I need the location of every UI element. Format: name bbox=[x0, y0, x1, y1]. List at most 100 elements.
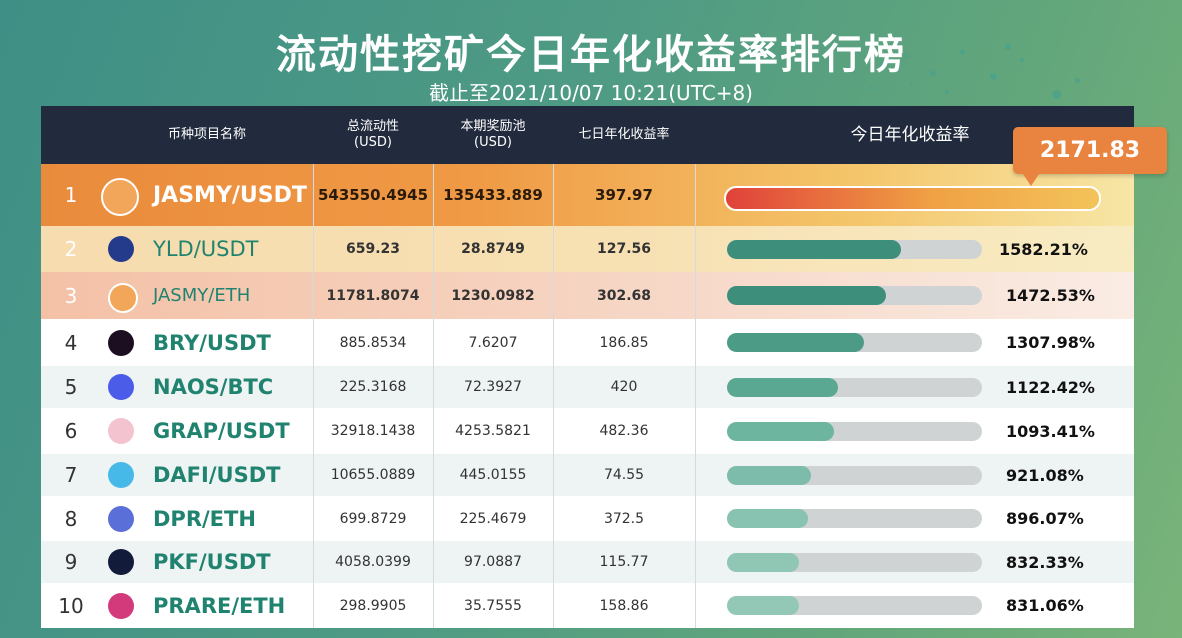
jasmy-icon bbox=[101, 178, 139, 216]
apy-bar bbox=[727, 333, 864, 352]
header-pool: 本期奖励池 (USD) bbox=[460, 119, 526, 150]
header-apy-today: 今日年化收益率 bbox=[850, 125, 970, 145]
bry-icon bbox=[108, 329, 134, 356]
pkf-icon bbox=[108, 549, 134, 575]
apy-7d: 372.5 bbox=[603, 510, 645, 527]
dpr-icon bbox=[108, 505, 134, 532]
table-row: 6 GRAP/USDT 32918.1438 4253.5821 482.36 1093.… bbox=[41, 408, 1134, 454]
apy-bar bbox=[727, 421, 834, 441]
page-subtitle: 截止至2021/10/07 10:21(UTC+8) bbox=[428, 81, 753, 105]
table-row: 9 PKF/USDT 4058.0399 97.0887 115.77 832.33% bbox=[41, 541, 1134, 583]
top-value-callout: 2171.83 bbox=[1013, 127, 1167, 186]
apy-bar bbox=[727, 552, 799, 572]
rank-number: 2 bbox=[64, 237, 78, 261]
header-name: 币种项目名称 bbox=[167, 127, 246, 142]
column-divider bbox=[695, 164, 696, 628]
total-liquidity: 699.8729 bbox=[339, 510, 407, 527]
pair-name: DAFI/USDT bbox=[153, 463, 281, 487]
prare-icon bbox=[108, 592, 134, 619]
apy-bar-track bbox=[727, 286, 982, 305]
rank-number: 5 bbox=[64, 375, 78, 399]
reward-pool: 135433.889 bbox=[443, 186, 543, 204]
dafi-icon bbox=[108, 462, 134, 488]
apy-value-label: 1472.53% bbox=[1006, 286, 1095, 305]
reward-pool: 225.4679 bbox=[459, 510, 527, 527]
reward-pool: 35.7555 bbox=[464, 597, 522, 614]
reward-pool: 28.8749 bbox=[461, 241, 525, 257]
rank-number: 6 bbox=[64, 419, 78, 443]
rank-number: 4 bbox=[64, 330, 78, 355]
pair-name: DPR/ETH bbox=[153, 506, 256, 531]
total-liquidity: 659.23 bbox=[345, 241, 401, 257]
header-apy7d: 七日年化收益率 bbox=[578, 127, 670, 142]
apy-7d: 302.68 bbox=[596, 287, 652, 304]
apy-bar-track bbox=[727, 421, 982, 441]
apy-value-label: 832.33% bbox=[1006, 552, 1084, 572]
column-divider bbox=[553, 164, 554, 628]
total-liquidity: 298.9905 bbox=[339, 597, 407, 614]
apy-bar-track bbox=[727, 239, 982, 259]
total-liquidity: 885.8534 bbox=[339, 334, 407, 351]
apy-value-label: 1122.42% bbox=[1006, 377, 1095, 397]
pair-name: JASMY/ETH bbox=[153, 285, 251, 306]
apy-bar bbox=[727, 239, 901, 259]
apy-bar-track bbox=[727, 333, 982, 352]
table-row: 1 JASMY/USDT 543550.4945 135433.889 397.97 bbox=[41, 164, 1134, 226]
page-title: 流动性挖矿今日年化收益率排行榜 bbox=[276, 32, 906, 78]
apy-bar bbox=[727, 377, 838, 397]
apy-bar bbox=[726, 187, 1099, 209]
apy-value-label: 921.08% bbox=[1006, 465, 1084, 485]
table-row: 2 YLD/USDT 659.23 28.8749 127.56 1582.21% bbox=[41, 226, 1134, 272]
apy-7d: 158.86 bbox=[599, 597, 649, 614]
pair-name: GRAP/USDT bbox=[153, 419, 290, 443]
column-divider bbox=[313, 164, 314, 628]
apy-7d: 397.97 bbox=[595, 186, 653, 204]
apy-7d: 115.77 bbox=[599, 554, 649, 570]
rank-number: 1 bbox=[64, 183, 78, 207]
total-liquidity: 543550.4945 bbox=[317, 186, 429, 204]
apy-bar-track bbox=[727, 596, 982, 615]
column-divider bbox=[433, 164, 434, 628]
apy-7d: 74.55 bbox=[603, 467, 645, 483]
rank-number: 8 bbox=[64, 506, 78, 531]
apy-bar bbox=[727, 596, 799, 615]
apy-bar-track bbox=[727, 552, 982, 572]
apy-value-label: 896.07% bbox=[1006, 509, 1084, 528]
apy-bar-track bbox=[727, 509, 982, 528]
table-row: 3 JASMY/ETH 11781.8074 1230.0982 302.68 1472.… bbox=[41, 272, 1134, 319]
total-liquidity: 225.3168 bbox=[339, 379, 407, 395]
table-row: 10 PRARE/ETH 298.9905 35.7555 158.86 831.06% bbox=[41, 583, 1134, 628]
pair-name: PRARE/ETH bbox=[153, 593, 286, 618]
apy-value-label: 1582.21% bbox=[999, 239, 1088, 259]
total-liquidity: 4058.0399 bbox=[335, 554, 411, 570]
reward-pool: 7.6207 bbox=[468, 334, 518, 351]
apy-7d: 186.85 bbox=[599, 334, 649, 351]
apy-value-label: 831.06% bbox=[1006, 596, 1084, 615]
reward-pool: 1230.0982 bbox=[451, 287, 535, 304]
apy-bar bbox=[727, 509, 808, 528]
apy-bar bbox=[727, 286, 886, 305]
reward-pool: 72.3927 bbox=[464, 379, 522, 395]
ranking-table: 币种项目名称 总流动性 (USD) 本期奖励池 (USD) 七日年化收益率 今日… bbox=[41, 106, 1167, 628]
apy-bar-track bbox=[727, 377, 982, 397]
total-liquidity: 10655.0889 bbox=[330, 467, 416, 483]
apy-value-label: 1093.41% bbox=[1006, 421, 1095, 441]
pair-name: BRY/USDT bbox=[153, 330, 271, 355]
apy-7d: 482.36 bbox=[599, 423, 649, 439]
table-row: 5 NAOS/BTC 225.3168 72.3927 420 1122.42% bbox=[41, 366, 1134, 408]
apy-7d: 420 bbox=[610, 379, 638, 395]
table-header: 币种项目名称 总流动性 (USD) 本期奖励池 (USD) 七日年化收益率 今日… bbox=[41, 106, 1134, 164]
apy-bar bbox=[727, 465, 811, 485]
total-liquidity: 11781.8074 bbox=[326, 287, 420, 304]
yld-icon bbox=[108, 236, 134, 262]
grap-icon bbox=[108, 418, 134, 444]
apy-7d: 127.56 bbox=[596, 241, 652, 257]
table-row: 7 DAFI/USDT 10655.0889 445.0155 74.55 921.08% bbox=[41, 454, 1134, 496]
reward-pool: 445.0155 bbox=[459, 467, 527, 483]
apy-bar-track bbox=[727, 465, 982, 485]
pair-name: NAOS/BTC bbox=[153, 375, 274, 399]
rank-number: 9 bbox=[64, 550, 78, 574]
rank-number: 3 bbox=[64, 283, 78, 308]
total-liquidity: 32918.1438 bbox=[330, 423, 416, 439]
reward-pool: 97.0887 bbox=[464, 554, 522, 570]
